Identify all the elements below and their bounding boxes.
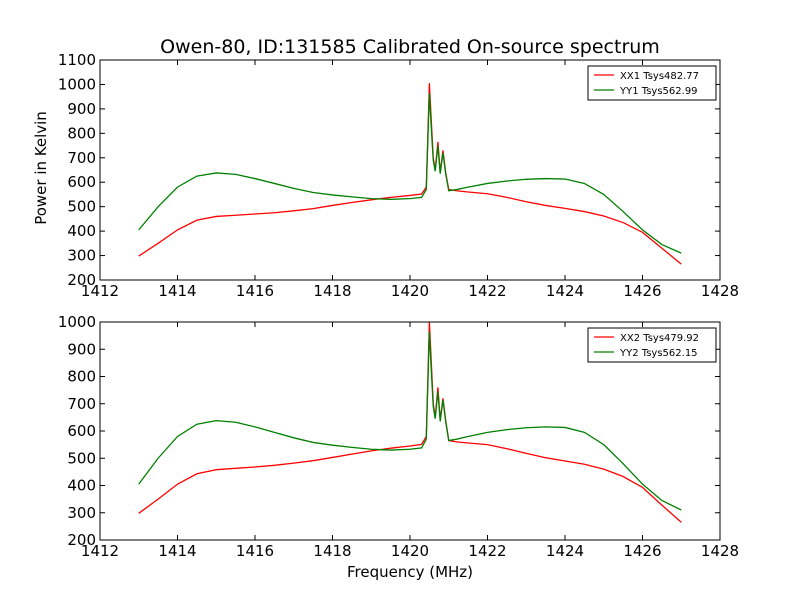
y-tick-label: 300 [67,247,96,265]
legend: XX1 Tsys482.77 YY1 Tsys562.99 [587,65,717,101]
x-tick-label: 1416 [236,542,274,560]
y-tick-label: 800 [67,368,96,386]
y-tick-label: 900 [67,340,96,358]
x-tick-label: 1426 [623,282,661,300]
y-tick-label: 1100 [58,51,96,69]
x-tick-label: 1418 [313,542,351,560]
x-tick-label: 1424 [546,542,584,560]
x-tick-label: 1414 [158,282,196,300]
x-axis-label: Frequency (MHz) [347,563,473,581]
y-tick-label: 800 [67,124,96,142]
bottom-spectrum-panel: 1412 1414 1416 1418 1420 1422 1424 1426 1428 200 3… [58,313,739,560]
x-tick-label: 1412 [81,282,119,300]
y-tick-label: 600 [67,422,96,440]
legend-label: YY2 Tsys562.15 [619,348,698,359]
legend-box [587,327,717,363]
x-tick-label: 1428 [701,542,739,560]
x-tick-label: 1424 [546,282,584,300]
x-tick-label: 1418 [313,282,351,300]
y-tick-label: 900 [67,100,96,118]
series-line-yy2 [138,331,682,511]
x-tick-label: 1414 [158,542,196,560]
x-tick-label: 1426 [623,542,661,560]
y-tick-label: 400 [67,477,96,495]
y-tick-label: 300 [67,504,96,522]
y-tick-label: 500 [67,449,96,467]
y-tick-label: 700 [67,149,96,167]
y-tick-label: 500 [67,198,96,216]
legend-label: YY1 Tsys562.99 [619,86,698,97]
x-tick-label: 1422 [468,282,506,300]
y-tick-label: 600 [67,173,96,191]
y-tick-label: 1000 [58,313,96,331]
y-tick-label: 200 [67,531,96,549]
legend-box [587,65,717,101]
top-spectrum-panel: 1412 1414 1416 1418 1420 1422 1424 1426 1428 200 3… [58,51,739,300]
y-tick-label: 400 [67,222,96,240]
x-tick-label: 1412 [81,542,119,560]
series-line-yy1 [138,92,682,254]
x-tick-label: 1422 [468,542,506,560]
legend-label: XX1 Tsys482.77 [620,71,699,82]
x-tick-label: 1420 [391,542,429,560]
figure-title: Owen-80, ID:131585 Calibrated On-source … [160,36,660,58]
legend: XX2 Tsys479.92 YY2 Tsys562.15 [587,327,717,363]
y-tick-label: 700 [67,395,96,413]
x-tick-label: 1420 [391,282,429,300]
x-tick-label: 1416 [236,282,274,300]
y-tick-label: 1000 [58,75,96,93]
x-tick-label: 1428 [701,282,739,300]
y-axis-label: Power in Kelvin [32,111,50,225]
legend-label: XX2 Tsys479.92 [620,333,699,344]
y-tick-label: 200 [67,271,96,289]
